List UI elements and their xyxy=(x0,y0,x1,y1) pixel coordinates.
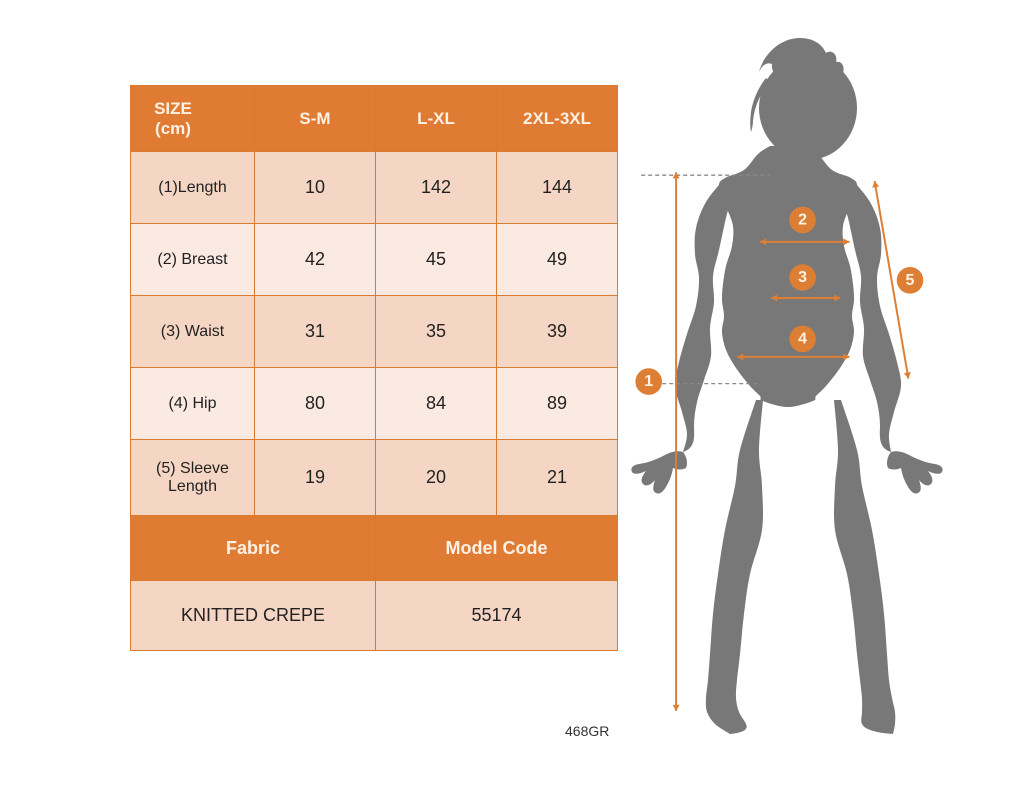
svg-text:1: 1 xyxy=(644,373,653,390)
svg-text:3: 3 xyxy=(798,269,807,286)
svg-text:4: 4 xyxy=(798,330,807,347)
svg-text:5: 5 xyxy=(906,272,915,289)
svg-text:2: 2 xyxy=(798,211,807,228)
